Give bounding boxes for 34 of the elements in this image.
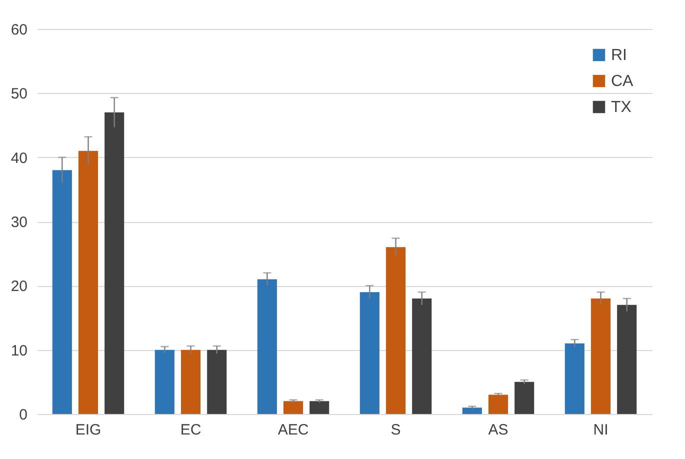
y-tick-label: 10 — [10, 342, 28, 360]
bar — [257, 279, 277, 414]
y-tick-label: 60 — [10, 22, 28, 38]
x-tick-label: AS — [488, 422, 508, 438]
y-tick-label: 30 — [10, 214, 28, 231]
y-tick-label: 20 — [10, 278, 28, 296]
x-tick-label: EIG — [75, 422, 102, 438]
y-tick-label: 40 — [10, 150, 28, 167]
bar — [283, 401, 304, 414]
bar — [564, 343, 584, 414]
bar — [310, 401, 330, 414]
bar — [207, 350, 227, 414]
bar — [360, 292, 380, 414]
bar — [590, 298, 611, 414]
bar — [52, 170, 72, 414]
x-tick-label: EC — [180, 422, 202, 438]
y-tick-label: 50 — [10, 86, 28, 103]
bar — [488, 394, 508, 414]
bar — [617, 304, 637, 414]
bar — [412, 298, 432, 414]
bar — [180, 350, 201, 414]
legend-label: TX — [611, 99, 632, 116]
legend-label: RI — [611, 47, 627, 64]
bar — [104, 112, 124, 414]
x-tick-label: AEC — [278, 422, 309, 438]
x-tick-label: S — [390, 422, 401, 438]
bar — [514, 382, 534, 414]
bar — [386, 247, 406, 414]
legend-label: CA — [611, 73, 634, 90]
bar — [462, 408, 482, 414]
y-tick-label: 0 — [19, 406, 28, 424]
x-tick-label: NI — [593, 422, 608, 438]
bar — [154, 350, 174, 414]
bar — [78, 150, 98, 414]
